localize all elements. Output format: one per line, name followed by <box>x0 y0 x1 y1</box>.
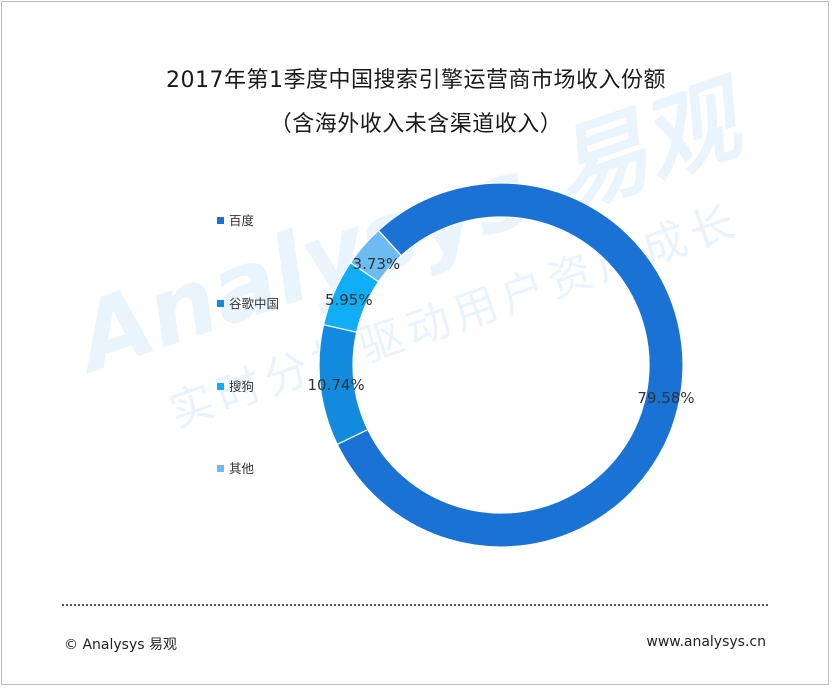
slice-other <box>349 229 403 283</box>
legend-label-sogou: 搜狗 <box>229 379 255 394</box>
legend-item-sogou: 搜狗 <box>217 376 254 395</box>
label-baidu: 79.58% <box>637 389 694 407</box>
legend-swatch-google-china <box>217 300 224 307</box>
legend-label-other: 其他 <box>229 461 255 476</box>
footer-copyright: © Analysys 易观 <box>64 637 177 653</box>
footer-divider <box>62 604 768 606</box>
label-sogou: 5.95% <box>325 291 373 309</box>
label-google-china: 10.74% <box>307 376 364 394</box>
slice-baidu <box>336 182 684 548</box>
legend-label-google-china: 谷歌中国 <box>229 296 280 311</box>
legend-swatch-sogou <box>217 383 224 390</box>
legend-item-other: 其他 <box>217 458 254 477</box>
legend-swatch-baidu <box>217 217 224 224</box>
chart-title: 2017年第1季度中国搜索引擎运营商市场收入份额 <box>166 68 666 93</box>
legend-item-google-china: 谷歌中国 <box>217 293 279 312</box>
legend-label-baidu: 百度 <box>229 213 255 228</box>
legend-item-baidu: 百度 <box>217 210 254 229</box>
chart-subtitle: （含海外收入未含渠道收入） <box>269 112 563 137</box>
footer-url[interactable]: www.analysys.cn <box>646 634 766 650</box>
legend-swatch-other <box>217 465 224 472</box>
label-other: 3.73% <box>353 255 401 273</box>
